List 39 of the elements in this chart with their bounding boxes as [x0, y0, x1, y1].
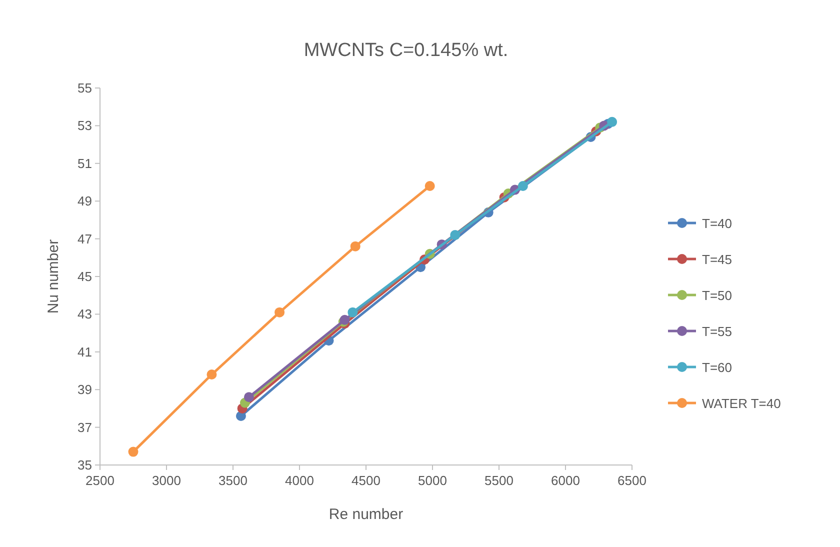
x-tick-label: 6000	[551, 473, 580, 488]
y-tick-label: 37	[78, 420, 92, 435]
x-axis-title: Re number	[328, 506, 404, 523]
point	[518, 181, 528, 192]
x-tick-label: 5000	[418, 473, 447, 488]
x-tick-label: 3000	[152, 473, 181, 488]
y-tick-label: 35	[78, 458, 92, 472]
y-tick-label: 49	[78, 194, 92, 209]
legend-label: WATER T=40	[702, 396, 781, 411]
legend-label: T=40	[702, 216, 732, 231]
point	[128, 446, 138, 457]
point	[244, 392, 254, 402]
x-tick-label: 3500	[218, 473, 248, 488]
y-axis-title: Nu number	[45, 239, 62, 314]
point	[607, 116, 618, 127]
chart-title: MWCNTs C=0.145% wt.	[304, 40, 508, 61]
y-tick-label: 39	[78, 382, 92, 398]
y-tick-label: 55	[78, 80, 92, 96]
x-tick-label: 4000	[285, 473, 314, 488]
legend-label: T=60	[702, 360, 732, 375]
y-tick-label: 51	[78, 156, 92, 171]
x-tick-label: 6500	[618, 473, 646, 488]
point	[348, 307, 358, 318]
y-tick-label: 43	[78, 306, 92, 322]
legend-label: T=50	[702, 288, 732, 303]
x-tick-label: 5500	[484, 473, 514, 488]
legend-label: T=45	[702, 252, 732, 267]
point	[450, 230, 460, 240]
x-tick-label: 2500	[86, 473, 114, 488]
point	[274, 307, 285, 318]
point	[206, 370, 217, 380]
y-tick-label: 45	[78, 269, 92, 284]
point	[424, 181, 435, 192]
legend-label: T=55	[702, 324, 732, 339]
x-tick-label: 4500	[352, 473, 380, 488]
y-tick-label: 53	[78, 118, 92, 134]
point	[350, 241, 360, 252]
y-tick-label: 47	[78, 231, 92, 246]
y-tick-label: 41	[78, 344, 92, 360]
